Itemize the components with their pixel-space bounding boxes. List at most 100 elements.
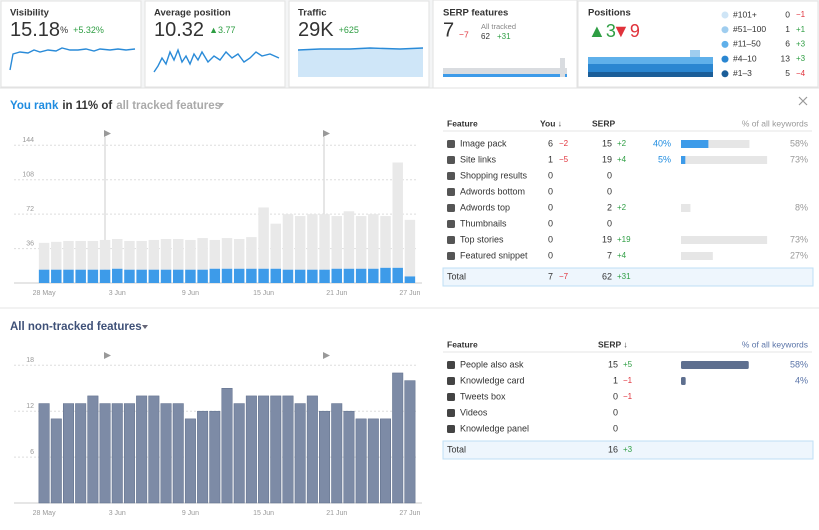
bar — [392, 372, 404, 504]
feature-name[interactable]: Videos — [460, 407, 488, 417]
legend-label: #4–10 — [733, 53, 757, 63]
serp-count: 0 — [607, 218, 612, 228]
annotation-marker[interactable] — [323, 130, 330, 137]
annotation-marker[interactable] — [104, 352, 111, 359]
sparkline — [297, 47, 424, 51]
metric-value: 7 — [443, 19, 454, 41]
serp-delta: +19 — [617, 235, 631, 244]
feature-name[interactable]: Tweets box — [460, 391, 506, 401]
feature-icon — [447, 220, 455, 228]
metric-delta: +625 — [339, 25, 359, 35]
feature-name[interactable]: Shopping results — [460, 170, 528, 180]
bar-segment — [319, 214, 330, 270]
pct: 4% — [795, 375, 808, 385]
bar — [99, 403, 111, 504]
x-tick-label: 15 Jun — [253, 290, 274, 297]
bar-segment — [124, 240, 135, 270]
feature-name[interactable]: Knowledge panel — [460, 423, 529, 433]
y-tick-label: 144 — [22, 137, 34, 144]
pct: 58% — [790, 138, 808, 148]
you-count: 1 — [548, 154, 553, 164]
legend-delta: +3 — [796, 40, 806, 49]
feature-name[interactable]: Site links — [460, 154, 497, 164]
you-delta: −5 — [559, 155, 569, 164]
you-count: 7 — [548, 271, 553, 281]
feature-name[interactable]: Knowledge card — [460, 375, 525, 385]
bar-segment — [112, 268, 123, 283]
feature-icon — [447, 188, 455, 196]
serp-count: 0 — [613, 423, 618, 433]
metric-delta: ▲3.77 — [209, 25, 235, 35]
bar-segment — [51, 241, 62, 270]
positions-down: ▼9 — [612, 21, 640, 41]
bar-segment — [197, 269, 208, 283]
you-pct-bar — [681, 156, 686, 164]
legend-count: 6 — [785, 39, 790, 49]
pct: 73% — [790, 154, 808, 164]
x-tick-label: 28 May — [33, 290, 56, 297]
feature-name[interactable]: People also ask — [460, 359, 524, 369]
sparkbar — [443, 68, 567, 77]
bar-segment — [185, 239, 196, 270]
bar-segment — [148, 239, 160, 270]
feature-name[interactable]: Adwords bottom — [460, 186, 525, 196]
bar-segment — [355, 216, 367, 269]
annotation-marker[interactable] — [323, 352, 330, 359]
serp-count: 15 — [608, 359, 618, 369]
legend-delta: −4 — [796, 69, 806, 78]
bar-segment — [294, 216, 306, 270]
you-count: 0 — [548, 234, 553, 244]
serp-count: 7 — [607, 250, 612, 260]
dropdown-caret[interactable] — [218, 103, 224, 107]
total-label: Total — [447, 271, 466, 281]
feature-icon — [447, 140, 455, 148]
positions-sparkbars — [588, 50, 713, 77]
sparkbar — [560, 58, 565, 77]
bar — [331, 403, 343, 504]
serp-count: 0 — [607, 170, 612, 180]
feature-name[interactable]: Top stories — [460, 234, 504, 244]
legend-count: 1 — [785, 24, 790, 34]
metric: 15.18% +5.32% — [10, 19, 104, 41]
bar-segment — [87, 269, 99, 283]
bar-segment — [63, 269, 74, 283]
serp-count: 1 — [613, 375, 618, 385]
section-heading[interactable]: All non-tracked features — [10, 321, 142, 333]
bar-segment — [392, 162, 403, 268]
bar-segment — [221, 268, 233, 283]
feature-icon — [447, 425, 455, 433]
heading-text: in 11% of — [62, 100, 112, 112]
bar — [75, 403, 87, 504]
bar — [355, 418, 367, 504]
serp-count: 19 — [602, 234, 612, 244]
serp-count: 0 — [607, 186, 612, 196]
dropdown-caret[interactable] — [142, 325, 148, 329]
bar-segment — [160, 239, 172, 270]
bar — [38, 403, 50, 504]
you-delta: −2 — [559, 139, 569, 148]
y-tick-label: 72 — [26, 206, 34, 213]
bar — [306, 395, 318, 504]
y-tick-label: 18 — [26, 357, 34, 364]
annotation-marker[interactable] — [104, 130, 111, 137]
you-count: 0 — [548, 186, 553, 196]
close-icon[interactable] — [798, 96, 808, 106]
bar-segment — [197, 238, 208, 270]
bar — [380, 418, 392, 504]
serp-delta: +31 — [617, 272, 631, 281]
feature-name[interactable]: Featured snippet — [460, 250, 528, 260]
heading-link[interactable]: all tracked features — [116, 100, 221, 112]
bar-segment — [99, 239, 111, 270]
metric-delta: +5.32% — [73, 25, 104, 35]
you-delta: −7 — [559, 272, 569, 281]
sparkline-area — [298, 48, 423, 77]
legend-label: #101+ — [733, 9, 757, 19]
feature-name[interactable]: Adwords top — [460, 202, 510, 212]
feature-icon — [447, 361, 455, 369]
y-tick-label: 6 — [30, 449, 34, 456]
feature-name[interactable]: Image pack — [460, 138, 507, 148]
bar-segment — [75, 269, 86, 283]
bar — [160, 403, 172, 504]
feature-name[interactable]: Thumbnails — [460, 218, 507, 228]
